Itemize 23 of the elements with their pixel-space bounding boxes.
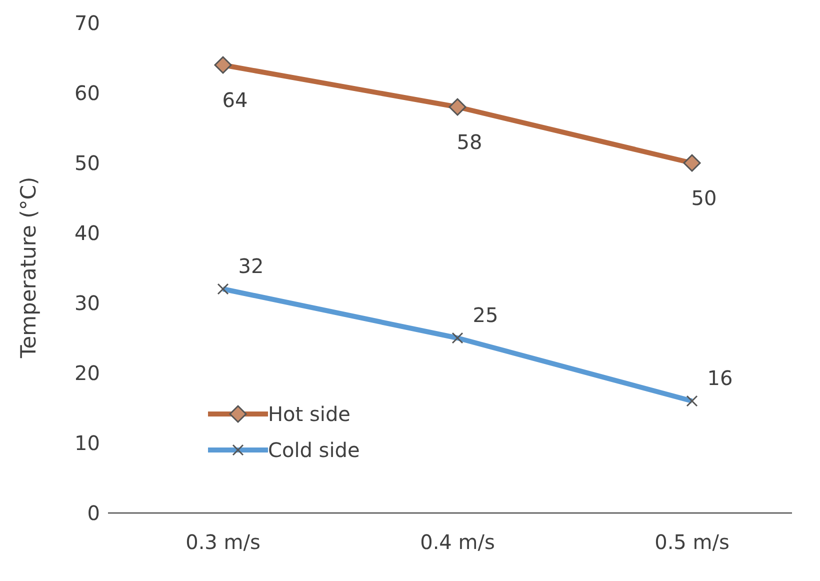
y-tick-label: 30 bbox=[74, 291, 100, 316]
x-tick-label: 0.4 m/s bbox=[420, 530, 495, 554]
legend-label: Hot side bbox=[268, 402, 350, 426]
y-tick-label: 60 bbox=[74, 81, 100, 106]
data-label: 64 bbox=[222, 88, 248, 112]
data-label: 58 bbox=[456, 130, 482, 154]
y-tick-label: 70 bbox=[74, 11, 100, 36]
data-label: 50 bbox=[691, 186, 717, 210]
y-tick-label: 40 bbox=[74, 221, 100, 246]
y-tick-label: 50 bbox=[74, 151, 100, 176]
data-label: 32 bbox=[238, 254, 264, 278]
y-axis-title: Temperature (°C) bbox=[16, 176, 40, 359]
y-tick-label: 0 bbox=[87, 501, 100, 526]
point bbox=[683, 154, 701, 172]
y-tick-label: 20 bbox=[74, 361, 100, 386]
y-tick-label: 10 bbox=[74, 431, 100, 456]
x-tick-label: 0.3 m/s bbox=[186, 530, 260, 554]
x-tick-label: 0.5 m/s bbox=[654, 530, 730, 554]
data-label: 16 bbox=[707, 366, 733, 390]
point bbox=[448, 98, 466, 116]
legend-label: Cold side bbox=[268, 438, 360, 462]
data-label: 25 bbox=[472, 303, 498, 327]
point bbox=[214, 56, 232, 74]
